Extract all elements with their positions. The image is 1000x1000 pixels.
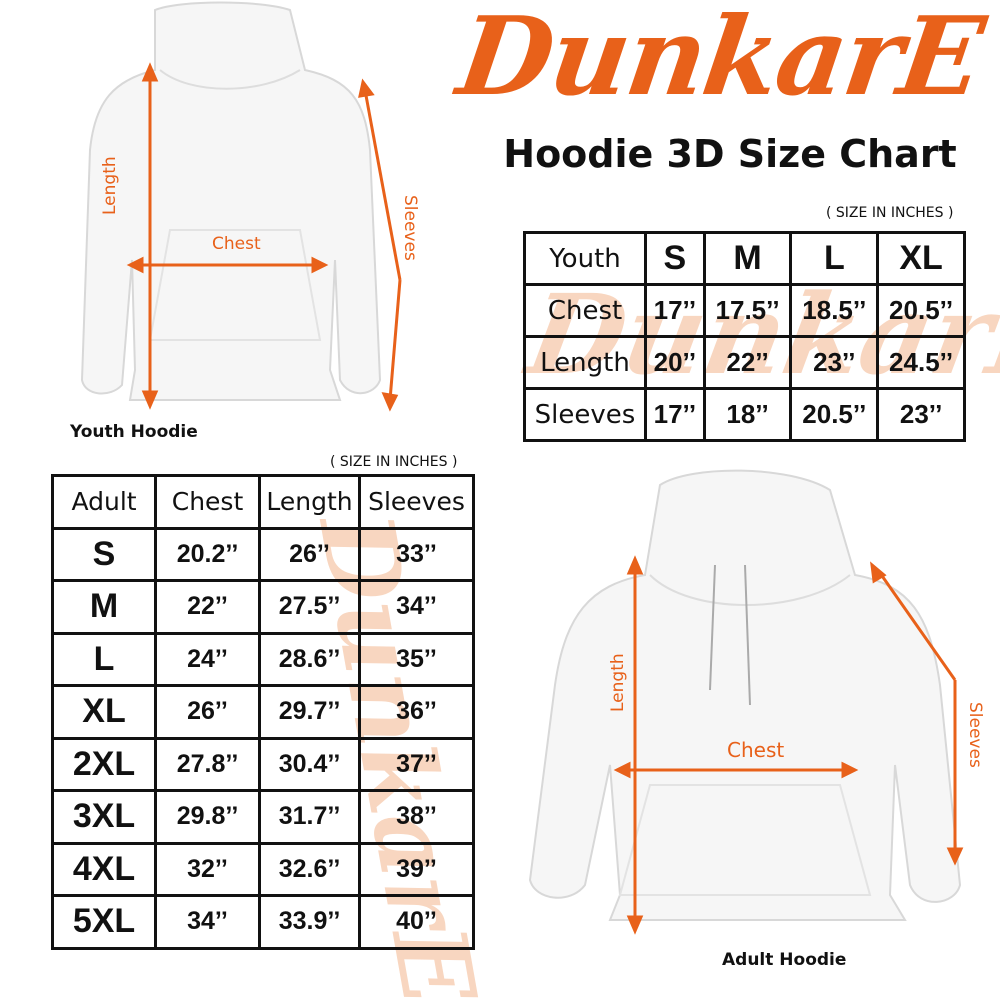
- row-label: XL: [51, 684, 157, 740]
- cell: 31.7’’: [258, 789, 361, 845]
- youth-measure-arrows: [126, 62, 402, 412]
- header-cell: Length: [258, 474, 361, 530]
- cell: 29.7’’: [258, 684, 361, 740]
- cell: 32.6’’: [258, 841, 361, 897]
- table-row: 3XL 29.8’’ 31.7’’ 38’’: [51, 789, 475, 845]
- table-row: XL 26’’ 29.7’’ 36’’: [51, 684, 475, 740]
- cell: 30.4’’: [258, 736, 361, 792]
- table-row: L 24’’ 28.6’’ 35’’: [51, 631, 475, 687]
- cell: 39’’: [358, 841, 475, 897]
- table-row: S 20.2’’ 26’’ 33’’: [51, 526, 475, 582]
- cell: 34’’: [358, 579, 475, 635]
- youth-hoodie-image: [80, 1, 402, 412]
- adult-unit-note: ( SIZE IN INCHES ): [330, 454, 458, 470]
- adult-length-label: Length: [608, 653, 628, 712]
- cell: 37’’: [358, 736, 475, 792]
- cell: 27.5’’: [258, 579, 361, 635]
- table-row: 2XL 27.8’’ 30.4’’ 37’’: [51, 736, 475, 792]
- row-label: M: [51, 579, 157, 635]
- table-row: 4XL 32’’ 32.6’’ 39’’: [51, 841, 475, 897]
- cell: 17’’: [644, 283, 706, 338]
- cell: 26’’: [258, 526, 361, 582]
- table-row: Length 20’’ 22’’ 23’’ 24.5’’: [523, 335, 966, 390]
- row-label: S: [51, 526, 157, 582]
- cell: 38’’: [358, 789, 475, 845]
- cell: 20.5’’: [789, 387, 880, 442]
- cell: 22’’: [154, 579, 261, 635]
- cell: 40’’: [358, 894, 475, 950]
- cell: 27.8’’: [154, 736, 261, 792]
- row-label: 3XL: [51, 789, 157, 845]
- header-cell: Youth: [523, 231, 647, 286]
- cell: 28.6’’: [258, 631, 361, 687]
- cell: 18’’: [702, 387, 793, 442]
- cell: 34’’: [154, 894, 261, 950]
- cell: 35’’: [358, 631, 475, 687]
- header-cell: M: [702, 231, 793, 286]
- youth-caption: Youth Hoodie: [70, 422, 198, 442]
- cell: 33.9’’: [258, 894, 361, 950]
- cell: 20’’: [644, 335, 706, 390]
- brand-logo: DunkarE: [450, 0, 990, 120]
- cell: 26’’: [154, 684, 261, 740]
- cell: 29.8’’: [154, 789, 261, 845]
- youth-length-label: Length: [100, 156, 120, 215]
- table-header-row: Youth S M L XL: [523, 231, 966, 286]
- cell: 20.5’’: [876, 283, 966, 338]
- cell: 32’’: [154, 841, 261, 897]
- cell: 24’’: [154, 631, 261, 687]
- adult-caption: Adult Hoodie: [722, 950, 847, 970]
- cell: 24.5’’: [876, 335, 966, 390]
- header-cell: Sleeves: [358, 474, 475, 530]
- row-label: 4XL: [51, 841, 157, 897]
- header-cell: Adult: [51, 474, 157, 530]
- youth-sleeves-label: Sleeves: [400, 195, 420, 261]
- youth-unit-note: ( SIZE IN INCHES ): [826, 205, 954, 221]
- youth-size-table: Youth S M L XL Chest 17’’ 17.5’’ 18.5’’ …: [523, 231, 966, 442]
- adult-sleeves-label: Sleeves: [965, 702, 985, 768]
- cell: 33’’: [358, 526, 475, 582]
- header-cell: XL: [876, 231, 966, 286]
- cell: 22’’: [702, 335, 793, 390]
- cell: 18.5’’: [789, 283, 880, 338]
- adult-size-table: Adult Chest Length Sleeves S 20.2’’ 26’’ 33…: [51, 474, 475, 950]
- table-row: Sleeves 17’’ 18’’ 20.5’’ 23’’: [523, 387, 966, 442]
- cell: 17’’: [644, 387, 706, 442]
- youth-chest-label: Chest: [212, 234, 261, 254]
- adult-chest-label: Chest: [727, 738, 785, 762]
- table-row: Chest 17’’ 17.5’’ 18.5’’ 20.5’’: [523, 283, 966, 338]
- adult-measure-arrows: [613, 555, 964, 935]
- table-row: 5XL 34’’ 33.9’’ 40’’: [51, 894, 475, 950]
- cell: 23’’: [876, 387, 966, 442]
- table-row: M 22’’ 27.5’’ 34’’: [51, 579, 475, 635]
- row-label: Length: [523, 335, 647, 390]
- row-label: 2XL: [51, 736, 157, 792]
- row-label: Chest: [523, 283, 647, 338]
- cell: 36’’: [358, 684, 475, 740]
- header-cell: S: [644, 231, 706, 286]
- row-label: Sleeves: [523, 387, 647, 442]
- adult-hoodie-image: [528, 469, 964, 935]
- header-cell: L: [789, 231, 880, 286]
- page-title: Hoodie 3D Size Chart: [503, 132, 957, 176]
- cell: 20.2’’: [154, 526, 261, 582]
- row-label: 5XL: [51, 894, 157, 950]
- table-header-row: Adult Chest Length Sleeves: [51, 474, 475, 530]
- header-cell: Chest: [154, 474, 261, 530]
- row-label: L: [51, 631, 157, 687]
- cell: 23’’: [789, 335, 880, 390]
- cell: 17.5’’: [702, 283, 793, 338]
